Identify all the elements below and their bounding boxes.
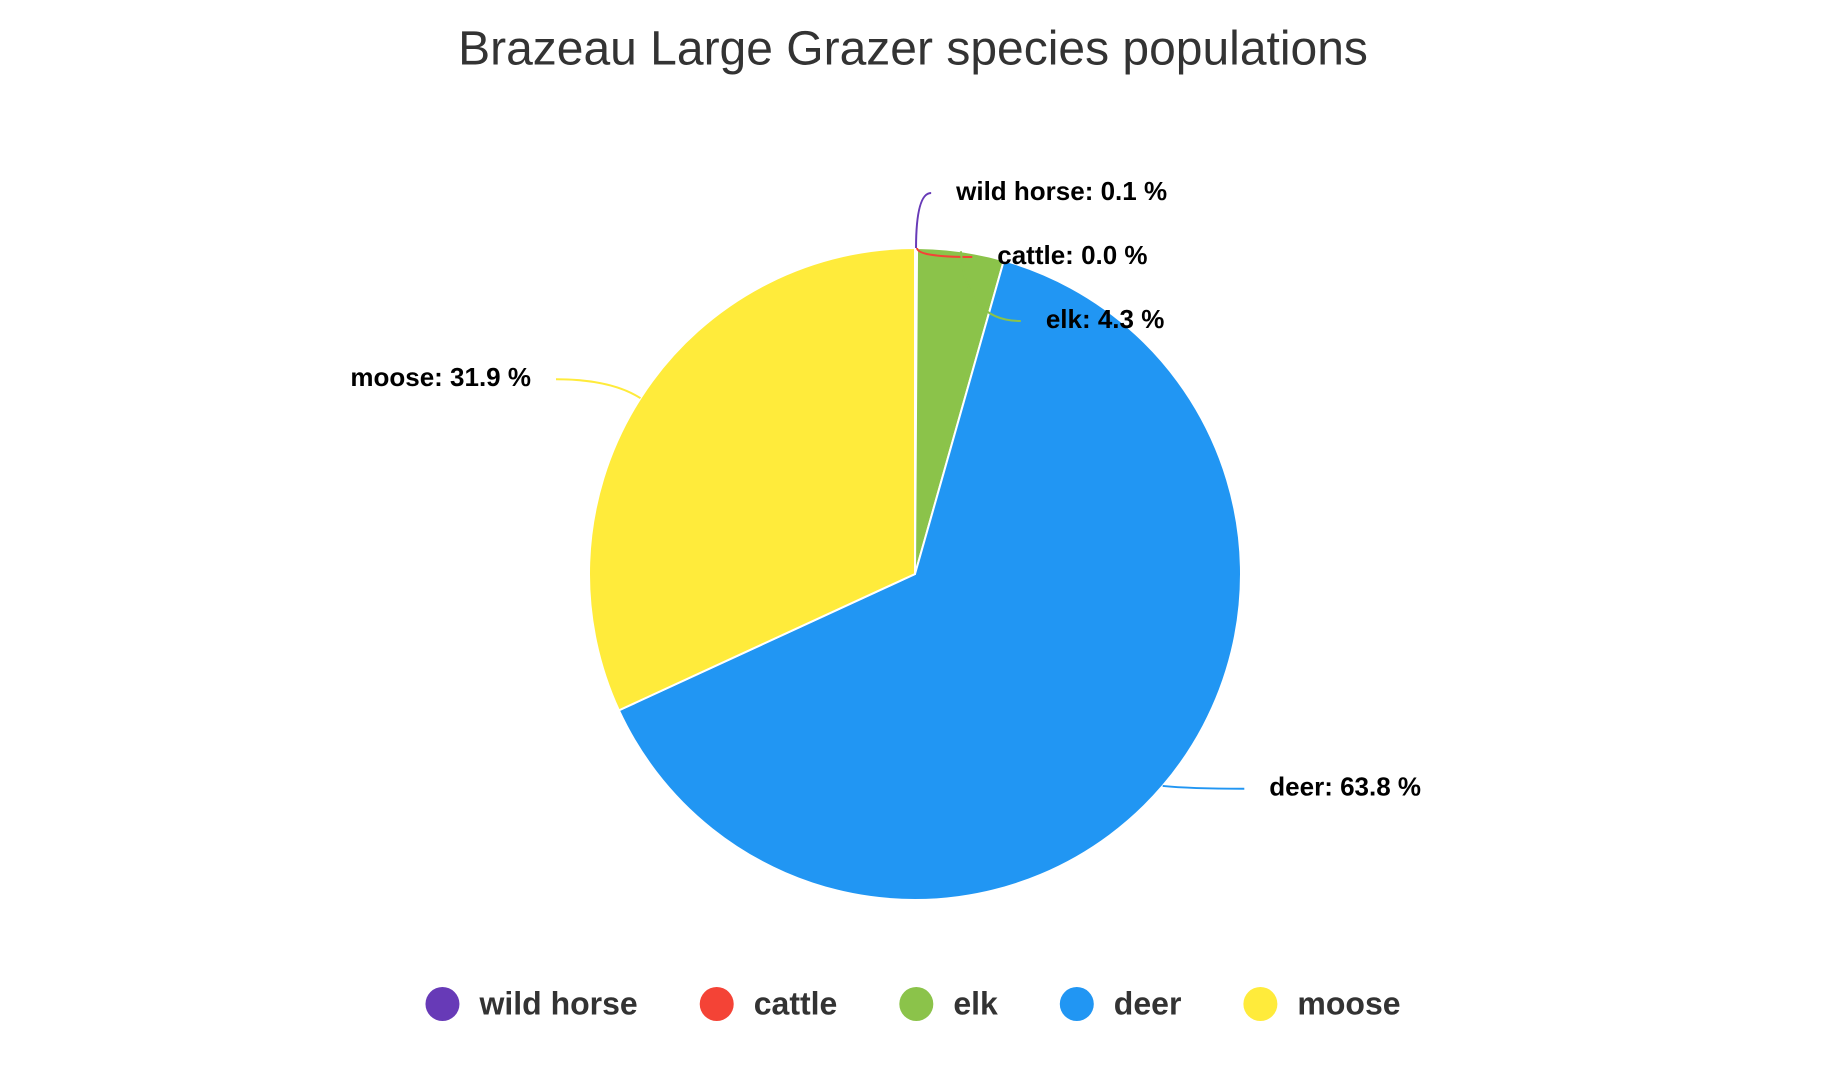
legend-label: wild horse	[478, 985, 637, 1021]
data-label: elk: 4.3 %	[1046, 304, 1165, 334]
legend-label: moose	[1297, 985, 1400, 1021]
legend-label: cattle	[754, 985, 838, 1021]
data-label: wild horse: 0.1 %	[955, 176, 1167, 206]
leader-line	[915, 192, 932, 249]
legend-marker	[1059, 987, 1094, 1021]
pie-slice	[617, 259, 1242, 901]
leader-line	[556, 378, 642, 400]
legend-marker	[425, 987, 460, 1021]
leader-line	[1162, 784, 1245, 790]
legend-label: deer	[1114, 985, 1182, 1021]
data-label: moose: 31.9 %	[350, 362, 531, 392]
legend-marker	[1243, 987, 1278, 1021]
legend-marker	[899, 987, 934, 1021]
chart-title: Brazeau Large Grazer species populations	[458, 23, 1368, 76]
legend-marker	[699, 987, 734, 1021]
data-label: deer: 63.8 %	[1269, 772, 1421, 802]
leader-line	[959, 251, 1021, 323]
leader-line	[916, 247, 973, 259]
legend-label: elk	[953, 985, 998, 1021]
data-label: cattle: 0.0 %	[997, 240, 1147, 270]
